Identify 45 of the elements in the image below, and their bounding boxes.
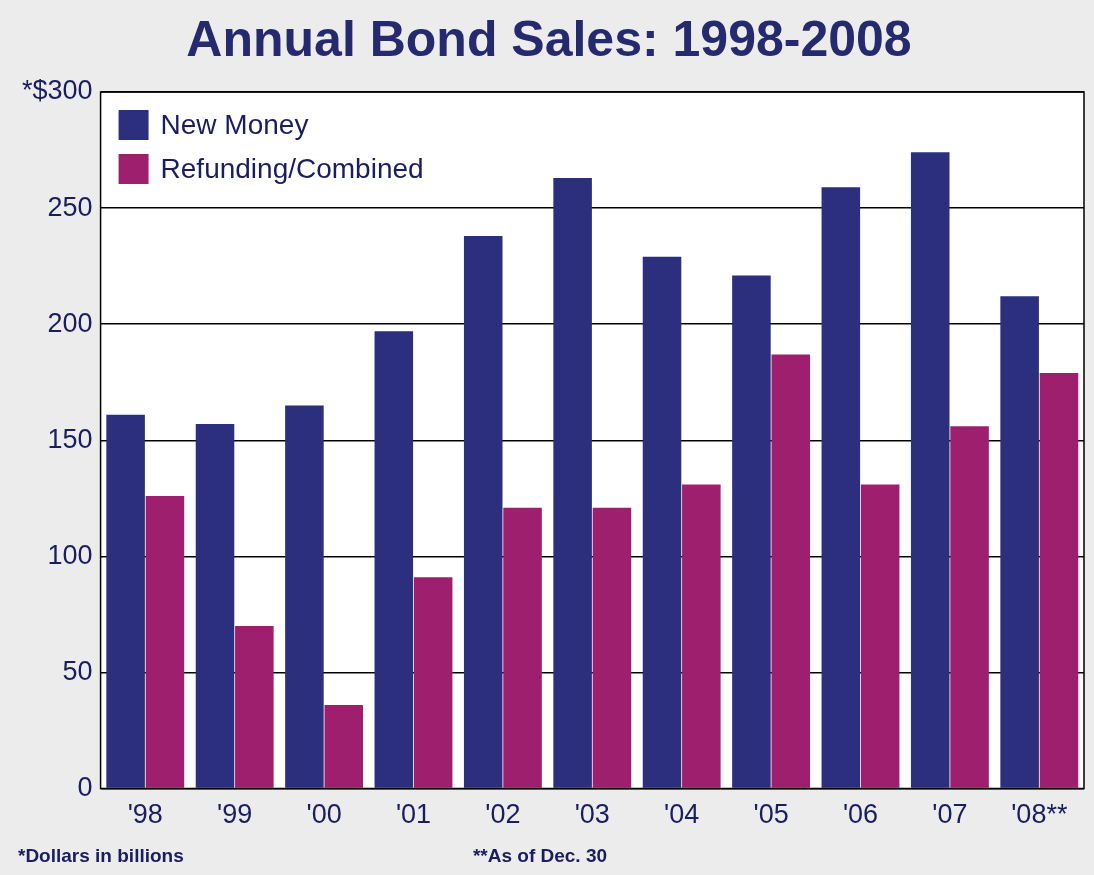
bar bbox=[821, 187, 861, 788]
x-tick-label: '03 bbox=[574, 799, 610, 830]
bar bbox=[860, 484, 900, 788]
bar bbox=[195, 424, 235, 788]
chart-title: Annual Bond Sales: 1998-2008 bbox=[186, 10, 912, 67]
x-tick-label: '06 bbox=[842, 799, 879, 830]
bar bbox=[235, 626, 274, 788]
bar bbox=[413, 577, 453, 788]
x-tick-label: '02 bbox=[485, 799, 521, 830]
y-tick-label: 200 bbox=[47, 307, 93, 338]
bar bbox=[1000, 296, 1039, 788]
bar bbox=[682, 484, 721, 788]
bar bbox=[910, 152, 950, 788]
x-tick-label: '07 bbox=[932, 799, 968, 830]
x-tick-label: '05 bbox=[753, 799, 789, 830]
bar bbox=[374, 331, 414, 788]
text: **As of Dec. 30 bbox=[472, 845, 608, 866]
bar bbox=[463, 235, 503, 788]
bar bbox=[145, 496, 185, 788]
bar bbox=[285, 405, 324, 788]
x-tick-label: '98 bbox=[127, 799, 163, 830]
bar bbox=[642, 256, 682, 788]
bar bbox=[553, 177, 592, 788]
x-tick-label: '04 bbox=[664, 799, 700, 830]
bar bbox=[732, 275, 771, 788]
bar bbox=[771, 354, 811, 788]
legend-label: New Money bbox=[160, 108, 309, 140]
bar bbox=[106, 414, 145, 788]
y-tick-label: *$300 bbox=[21, 75, 93, 106]
bar bbox=[324, 705, 364, 788]
text: *Dollars in billions bbox=[18, 845, 184, 866]
y-tick-label: 250 bbox=[47, 191, 93, 222]
bar bbox=[950, 426, 989, 788]
y-tick-label: 100 bbox=[47, 539, 93, 570]
y-tick-label: 0 bbox=[77, 772, 93, 803]
x-tick-label: '01 bbox=[395, 799, 432, 830]
y-tick-label: 150 bbox=[47, 423, 93, 454]
bar bbox=[592, 507, 632, 788]
bar bbox=[1039, 372, 1079, 788]
x-tick-label: '99 bbox=[217, 799, 253, 830]
y-tick-label: 50 bbox=[62, 655, 93, 686]
bar bbox=[503, 507, 542, 788]
x-tick-label: '00 bbox=[306, 799, 342, 830]
x-tick-label: '08** bbox=[1011, 799, 1068, 830]
legend-label: Refunding/Combined bbox=[160, 152, 424, 184]
